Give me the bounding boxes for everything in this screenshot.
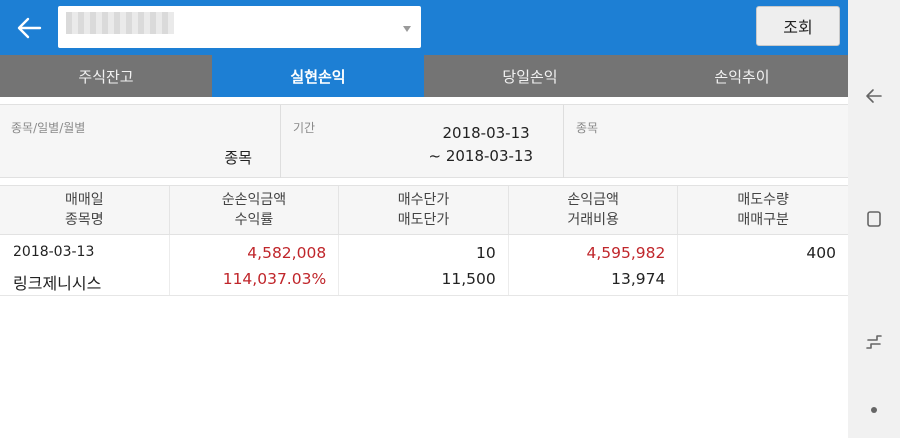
nav-switch-icon (866, 335, 882, 349)
header-pnl-cost: 손익금액 거래비용 (509, 186, 679, 234)
tab-bar: 주식잔고 실현손익 당일손익 손익추이 (0, 55, 848, 97)
account-number-blurred (66, 12, 174, 34)
app-window: 조회 주식잔고 실현손익 당일손익 손익추이 종목/일별/월별 종목 기간 20… (0, 0, 848, 438)
nav-back-button[interactable] (862, 84, 886, 108)
sell-qty: 400 (806, 244, 836, 262)
return-rate: 114,037.03% (222, 270, 327, 288)
header-date-name: 매매일 종목명 (0, 186, 170, 234)
tab-daily-pnl[interactable]: 당일손익 (502, 67, 558, 86)
nav-dot-icon (871, 407, 877, 413)
period-range: 2018-03-13 ~ 2018-03-13 (428, 122, 533, 168)
tab-stock-balance[interactable]: 주식잔고 (78, 67, 134, 86)
filter-type-selector[interactable]: 종목/일별/월별 종목 (0, 105, 281, 178)
tab-realized-pnl[interactable]: 실현손익 (212, 55, 424, 97)
header-net-profit: 순손익금액 수익률 (170, 186, 340, 234)
sell-price: 11,500 (441, 270, 496, 288)
nav-back-icon (866, 89, 882, 103)
filter-period-label: 기간 (293, 121, 316, 135)
filter-period-selector[interactable]: 기간 2018-03-13 ~ 2018-03-13 (282, 105, 564, 178)
system-nav-bar (848, 0, 900, 438)
query-button[interactable]: 조회 (756, 6, 840, 46)
period-end: ~ 2018-03-13 (428, 147, 533, 165)
cell-date-name: 2018-03-13 링크제니시스 (0, 235, 170, 295)
filter-stock-selector[interactable]: 종목 (565, 105, 848, 178)
nav-switch-button[interactable] (862, 330, 886, 354)
table-header: 매매일 종목명 순손익금액 수익률 매수단가 매도단가 손익금액 거래비용 매도… (0, 185, 848, 235)
stock-name: 링크제니시스 (13, 274, 102, 293)
arrow-left-icon (17, 17, 42, 39)
header-qty-type: 매도수량 매매구분 (678, 186, 848, 234)
table-row[interactable]: 2018-03-13 링크제니시스 4,582,008 114,037.03% … (0, 235, 848, 296)
back-button[interactable] (8, 8, 50, 48)
filter-stock-label: 종목 (576, 121, 599, 135)
header-stock-name: 종목명 (64, 212, 104, 228)
period-start: 2018-03-13 (442, 124, 530, 142)
profit-amount: 4,595,982 (586, 244, 666, 262)
top-header: 조회 (0, 0, 848, 55)
chevron-down-icon (403, 26, 411, 32)
trade-cost: 13,974 (611, 270, 666, 288)
cell-prices: 10 11,500 (339, 235, 509, 295)
tab-pnl-trend[interactable]: 손익추이 (714, 67, 770, 86)
filter-type-label: 종목/일별/월별 (11, 121, 86, 135)
nav-recent-button[interactable] (862, 207, 886, 231)
nav-dot-button[interactable] (862, 398, 886, 422)
account-select[interactable] (58, 6, 421, 48)
net-profit-amount: 4,582,008 (247, 244, 327, 262)
header-sell-qty: 매도수량 (737, 192, 789, 208)
header-trade-cost: 거래비용 (567, 212, 619, 228)
header-trade-type: 매매구분 (737, 212, 789, 228)
nav-recent-icon (867, 211, 881, 227)
header-net-profit-amount: 순손익금액 (221, 192, 287, 208)
header-trade-date: 매매일 (64, 192, 104, 208)
filter-row: 종목/일별/월별 종목 기간 2018-03-13 ~ 2018-03-13 종… (0, 104, 848, 178)
trade-date: 2018-03-13 (13, 244, 95, 260)
header-buy-price: 매수단가 (397, 192, 450, 208)
cell-qty-type: 400 (678, 235, 848, 295)
cell-net-profit: 4,582,008 114,037.03% (170, 235, 340, 295)
cell-pnl-cost: 4,595,982 13,974 (509, 235, 679, 295)
header-profit-amount: 손익금액 (567, 192, 619, 208)
header-sell-price: 매도단가 (397, 212, 450, 228)
realized-pnl-table: 매매일 종목명 순손익금액 수익률 매수단가 매도단가 손익금액 거래비용 매도… (0, 185, 848, 296)
header-return-rate: 수익률 (234, 212, 274, 228)
buy-price: 10 (476, 244, 496, 262)
header-prices: 매수단가 매도단가 (339, 186, 509, 234)
filter-type-value: 종목 (224, 149, 252, 167)
